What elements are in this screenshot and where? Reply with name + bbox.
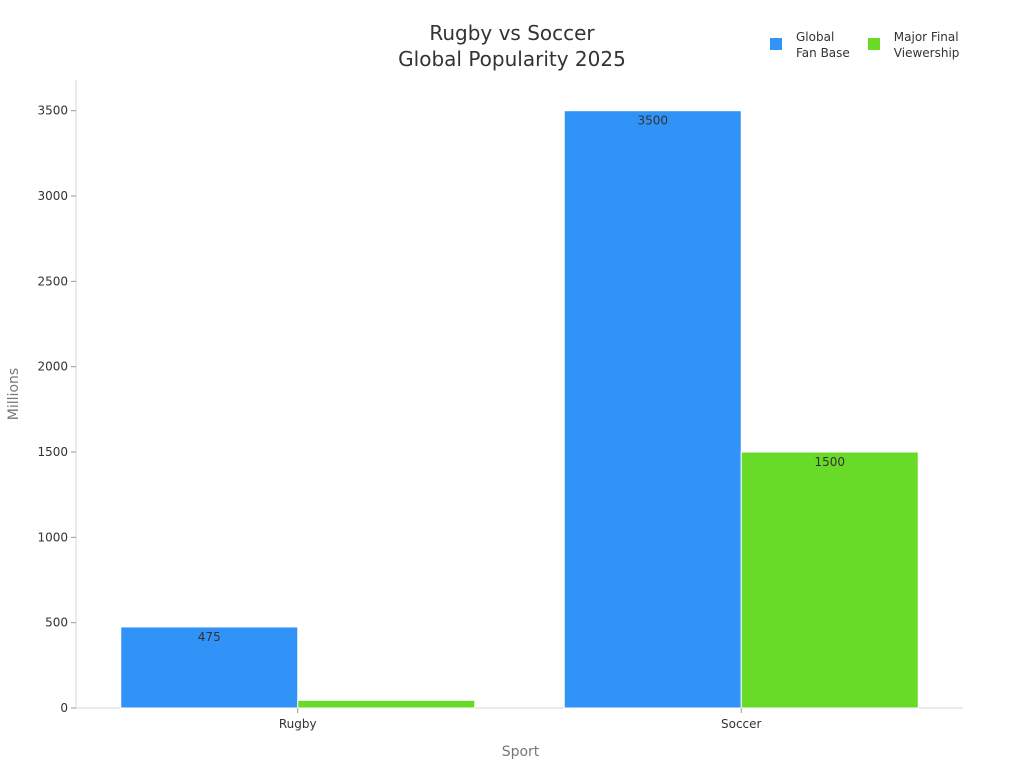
data-label: 3500 [637,114,668,128]
y-tick-label: 2000 [37,360,68,374]
chart-title-line-1: Rugby vs Soccer [429,21,595,45]
data-label: 475 [198,630,221,644]
y-tick-label: 1000 [37,530,68,544]
y-tick-label: 500 [45,616,68,630]
legend-swatch-global-fan-base [770,38,782,50]
y-tick-label: 3500 [37,104,68,118]
x-tick-label: Rugby [279,717,317,731]
x-axis-title: Sport [502,744,540,760]
legend-label-major-final-viewership: Major Final Viewership [893,30,960,60]
bar-rugby-series-1[interactable] [297,699,476,709]
legend-swatch-major-final-viewership [867,38,880,50]
legend-item-global-fan-base[interactable]: Global Fan Base [770,29,850,61]
y-tick-label: 3000 [37,189,68,203]
legend-item-major-final-viewership[interactable]: Major Final Viewership [867,29,960,61]
chart-title: Rugby vs Soccer Global Popularity 2025 [0,20,1024,72]
bar-soccer-series-0[interactable] [563,110,742,709]
legend: Global Fan Base Major Final Viewership [770,29,959,61]
data-label: 1500 [814,455,845,469]
bar-soccer-series-1[interactable] [740,451,919,709]
bar-rugby-series-0[interactable] [120,626,299,709]
y-axis-title: Millions [6,368,22,420]
x-tick-label: Soccer [721,717,762,731]
y-tick-label: 1500 [37,445,68,459]
chart-title-line-2: Global Popularity 2025 [398,47,626,71]
y-tick-label: 2500 [37,274,68,288]
legend-label-global-fan-base: Global Fan Base [796,30,850,60]
y-tick-label: 0 [60,701,68,715]
